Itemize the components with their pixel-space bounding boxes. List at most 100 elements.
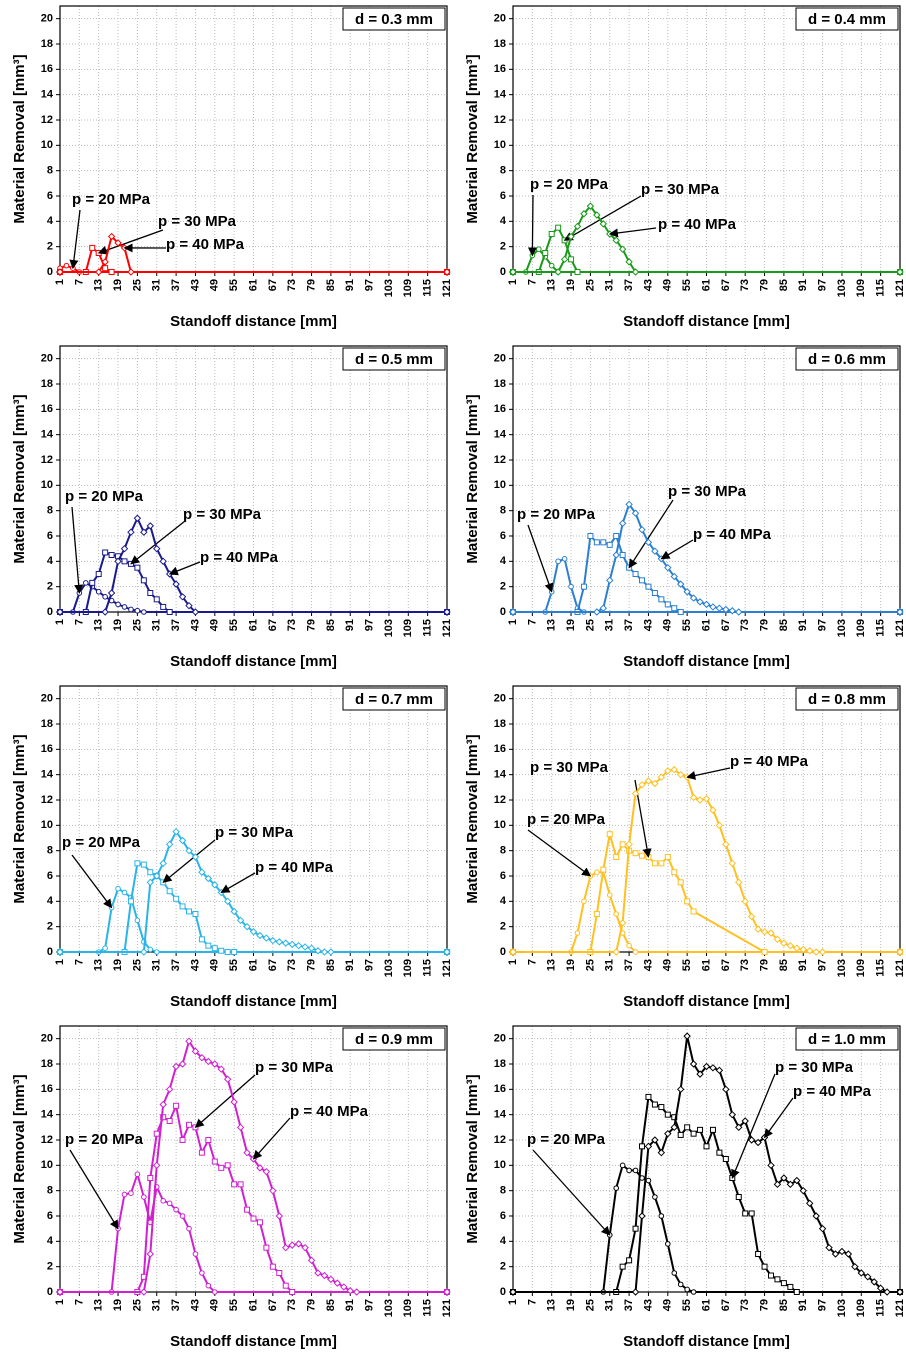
- marker: [793, 1176, 801, 1185]
- y-tick-label: 6: [500, 870, 506, 882]
- x-tick-label: 7: [526, 1299, 538, 1305]
- marker: [147, 946, 154, 953]
- marker: [178, 836, 187, 845]
- x-tick-label: 19: [112, 279, 124, 291]
- marker: [173, 1102, 180, 1109]
- y-tick-label: 8: [500, 165, 506, 177]
- annotation: p = 20 MPa: [517, 506, 596, 523]
- annotation-arrow: [527, 829, 592, 877]
- x-tick-label: 31: [151, 279, 163, 291]
- x-tick-label: 91: [797, 959, 809, 971]
- x-tick-label: 1: [507, 1299, 519, 1305]
- marker: [256, 931, 264, 940]
- y-tick-label: 0: [47, 946, 53, 958]
- x-tick-label: 103: [383, 619, 395, 637]
- marker: [555, 224, 562, 231]
- y-tick-label: 0: [47, 606, 53, 618]
- marker: [787, 1283, 794, 1290]
- marker: [780, 1174, 788, 1182]
- x-axis-label: Standoff distance [mm]: [170, 653, 337, 670]
- x-tick-label: 31: [604, 279, 616, 291]
- y-tick-label: 4: [47, 215, 54, 227]
- y-tick-label: 8: [47, 845, 53, 857]
- marker: [619, 1162, 626, 1169]
- marker: [333, 1279, 342, 1287]
- marker: [443, 608, 451, 616]
- x-tick-label: 97: [364, 619, 376, 631]
- marker: [165, 1085, 174, 1094]
- marker: [352, 1288, 361, 1296]
- x-tick-label: 79: [758, 619, 770, 631]
- marker: [509, 948, 517, 956]
- y-tick-label: 0: [500, 606, 506, 618]
- x-tick-label: 67: [267, 619, 279, 631]
- marker: [282, 939, 290, 947]
- x-tick-label: 73: [286, 1299, 298, 1311]
- y-tick-label: 20: [41, 1033, 53, 1045]
- y-tick-label: 10: [494, 819, 506, 831]
- marker: [896, 948, 904, 956]
- x-tick-label: 115: [422, 279, 434, 297]
- marker: [301, 1243, 309, 1252]
- marker: [599, 604, 608, 612]
- marker: [574, 930, 581, 936]
- marker: [728, 859, 737, 868]
- marker: [715, 1066, 724, 1075]
- marker: [320, 1271, 329, 1280]
- marker: [231, 949, 238, 955]
- x-tick-label: 7: [526, 959, 538, 965]
- x-tick-label: 43: [189, 619, 201, 631]
- y-tick-label: 2: [47, 921, 53, 933]
- marker: [114, 239, 122, 247]
- x-tick-label: 13: [93, 959, 105, 971]
- x-tick-label: 1: [54, 959, 66, 965]
- y-tick-label: 2: [47, 581, 53, 593]
- marker: [288, 1241, 296, 1249]
- x-tick-label: 43: [642, 619, 654, 631]
- marker: [140, 528, 148, 536]
- x-tick-label: 109: [855, 1299, 867, 1317]
- x-tick-label: 43: [189, 1299, 201, 1311]
- x-axis-label: Standoff distance [mm]: [623, 993, 790, 1010]
- x-tick-label: 43: [189, 959, 201, 971]
- marker: [799, 1186, 807, 1195]
- x-axis-label: Standoff distance [mm]: [623, 313, 790, 330]
- marker: [173, 1206, 179, 1213]
- y-tick-label: 14: [494, 429, 507, 441]
- x-tick-label: 121: [894, 959, 906, 977]
- x-tick-label: 115: [422, 1299, 434, 1317]
- marker: [205, 942, 212, 949]
- marker: [172, 1062, 180, 1071]
- y-tick-label: 8: [47, 1185, 53, 1197]
- marker: [262, 934, 271, 942]
- x-tick-label: 49: [662, 619, 674, 631]
- annotation: p = 40 MPa: [658, 216, 737, 233]
- y-tick-label: 10: [494, 479, 506, 491]
- x-tick-label: 43: [642, 959, 654, 971]
- marker: [102, 265, 109, 272]
- marker: [722, 605, 730, 614]
- marker: [548, 262, 555, 269]
- panel: 0 2 4 6 8 10 12 14 16 18 20 1 7 13 19 25 31 37 43 49 55 61 67 7…: [11, 1025, 453, 1350]
- y-tick-label: 6: [500, 1210, 506, 1222]
- marker: [146, 1250, 155, 1258]
- x-tick-label: 37: [170, 1299, 182, 1311]
- marker: [140, 948, 148, 956]
- marker: [618, 245, 627, 253]
- marker: [709, 806, 717, 814]
- y-tick-label: 14: [41, 89, 54, 101]
- marker: [160, 603, 167, 610]
- y-tick-label: 0: [500, 1286, 506, 1298]
- annotation: p = 40 MPa: [166, 236, 245, 253]
- x-tick-label: 79: [305, 1299, 317, 1311]
- marker: [754, 925, 762, 933]
- x-tick-label: 25: [131, 959, 143, 971]
- annotation-arrow: [162, 839, 216, 883]
- marker: [594, 869, 600, 875]
- annotation: p = 20 MPa: [527, 811, 606, 828]
- marker: [684, 898, 691, 905]
- y-tick-label: 18: [41, 1058, 53, 1070]
- x-tick-label: 121: [894, 1299, 906, 1317]
- marker: [191, 608, 200, 616]
- marker: [645, 1177, 652, 1184]
